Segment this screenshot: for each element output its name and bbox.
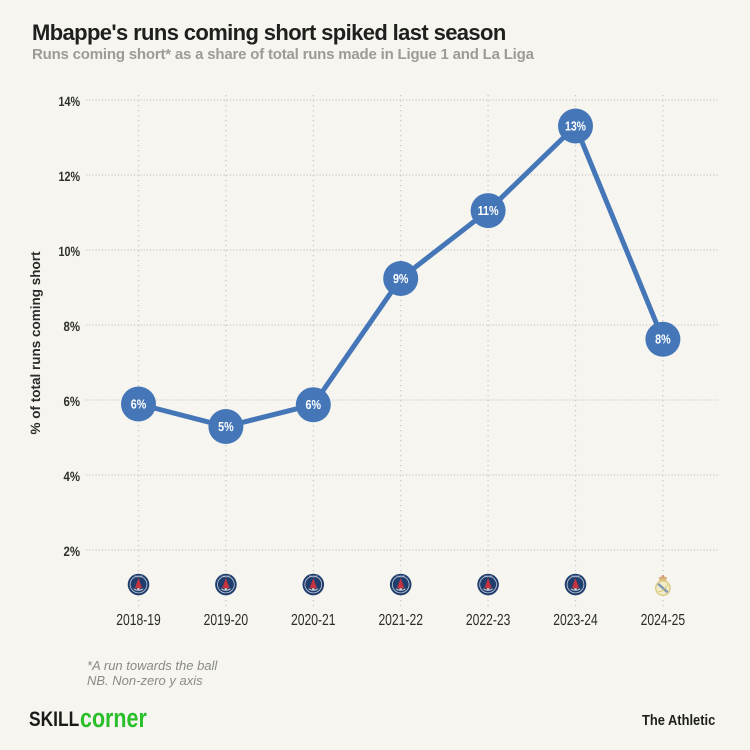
svg-text:2021-22: 2021-22 bbox=[378, 612, 423, 629]
svg-text:4%: 4% bbox=[64, 469, 81, 484]
svg-text:9%: 9% bbox=[393, 271, 409, 286]
svg-text:2018-19: 2018-19 bbox=[116, 612, 161, 629]
svg-text:11%: 11% bbox=[478, 203, 499, 218]
svg-text:2%: 2% bbox=[64, 544, 81, 559]
svg-text:8%: 8% bbox=[64, 319, 81, 334]
svg-text:2019-20: 2019-20 bbox=[204, 612, 249, 629]
svg-text:13%: 13% bbox=[565, 119, 586, 134]
svg-text:2023-24: 2023-24 bbox=[553, 612, 598, 629]
svg-text:8%: 8% bbox=[655, 332, 671, 347]
svg-text:6%: 6% bbox=[131, 397, 147, 412]
svg-text:6%: 6% bbox=[306, 397, 322, 412]
svg-text:2022-23: 2022-23 bbox=[466, 612, 511, 629]
svg-text:2020-21: 2020-21 bbox=[291, 612, 336, 629]
svg-text:% of total runs coming short: % of total runs coming short bbox=[28, 251, 43, 435]
svg-text:2024-25: 2024-25 bbox=[641, 612, 686, 629]
svg-text:6%: 6% bbox=[64, 394, 81, 409]
svg-text:5%: 5% bbox=[218, 419, 234, 434]
svg-text:12%: 12% bbox=[59, 169, 81, 184]
svg-text:14%: 14% bbox=[59, 94, 81, 109]
svg-text:10%: 10% bbox=[59, 244, 81, 259]
